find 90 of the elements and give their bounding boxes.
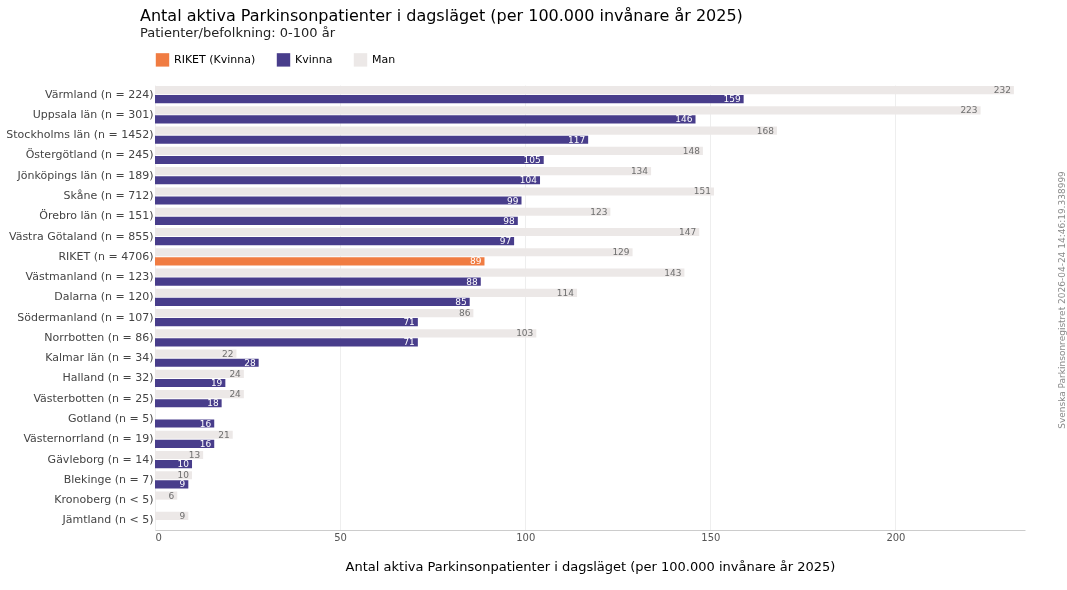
data-label: 114 [556, 287, 575, 298]
chart-subtitle: Patienter/befolkning: 0-100 år [140, 25, 336, 40]
x-tick-label: 200 [886, 531, 906, 543]
y-tick-label: Skåne (n = 712) [63, 189, 154, 202]
bar [155, 277, 481, 286]
data-label: 99 [507, 195, 519, 206]
y-tick-label: Västernorrland (n = 19) [23, 432, 154, 446]
data-label: 16 [199, 438, 212, 449]
data-label: 147 [679, 227, 697, 238]
legend-label: Man [372, 52, 396, 66]
legend-label: RIKET (Kvinna) [174, 52, 256, 66]
bar [155, 338, 418, 347]
y-tick-label: Örebro län (n = 151) [39, 209, 154, 223]
data-label: 105 [523, 154, 541, 165]
x-axis-title: Antal aktiva Parkinsonpatienter i dagsläget (per 100.000 invånare år 2025) [345, 558, 836, 574]
data-label: 71 [403, 337, 415, 348]
bar [155, 155, 544, 165]
chart-title: Antal aktiva Parkinsonpatienter i dagsläget (per 100.000 invånare år 2025) [140, 6, 743, 25]
data-label: 223 [960, 105, 978, 116]
data-label: 104 [519, 175, 538, 186]
data-label: 117 [567, 134, 586, 145]
x-tick-label: 150 [701, 531, 721, 543]
data-label: 123 [590, 206, 608, 217]
data-label: 13 [188, 450, 201, 461]
y-tick-label: Västerbotten (n = 25) [33, 391, 154, 405]
x-tick-label: 100 [516, 531, 536, 543]
data-label: 10 [177, 470, 190, 481]
data-label: 129 [612, 247, 630, 258]
bar [155, 237, 515, 246]
data-label: 159 [723, 94, 741, 105]
data-label: 98 [503, 215, 516, 226]
data-label: 148 [682, 145, 701, 156]
y-tick-label: Värmland (n = 224) [45, 87, 154, 101]
data-label: 143 [664, 267, 682, 278]
bar [155, 135, 589, 144]
data-label: 168 [756, 125, 775, 136]
y-tick-label: Gävleborg (n = 14) [47, 452, 154, 466]
y-tick-label: Dalarna (n = 120) [54, 290, 154, 304]
x-tick-label: 50 [334, 531, 347, 543]
legend-label: Kvinna [295, 52, 333, 66]
data-label: 151 [693, 186, 712, 197]
y-tick-label: Östergötland (n = 245) [25, 148, 154, 162]
y-tick-label: Västmanland (n = 123) [25, 270, 154, 284]
y-tick-label: Jönköpings län (n = 189) [16, 168, 154, 182]
data-label: 22 [221, 348, 234, 359]
y-tick-label: Kronoberg (n < 5) [54, 493, 154, 507]
y-tick-label: Blekinge (n = 7) [63, 472, 154, 486]
data-label: 9 [179, 479, 186, 490]
data-label: 232 [993, 85, 1011, 96]
data-label: 18 [207, 398, 219, 409]
bar [155, 176, 541, 185]
data-label: 19 [210, 377, 223, 388]
bar [155, 318, 418, 327]
y-tick-label: Kalmar län (n = 34) [45, 351, 154, 365]
data-label: 6 [168, 490, 175, 501]
data-label: 86 [458, 308, 471, 319]
data-label: 21 [218, 429, 230, 440]
data-label: 24 [229, 389, 242, 400]
text: Svenska Parkinsonregistret 2026-04-24 14:46:19.338999 [1057, 171, 1067, 429]
y-tick-label: Halland (n = 32) [62, 371, 154, 385]
data-label: 89 [470, 256, 482, 267]
y-tick-label: RIKET (n = 4706) [58, 249, 154, 263]
data-label: 16 [199, 418, 212, 429]
y-tick-label: Norrbotten (n = 86) [44, 330, 154, 344]
data-label: 103 [516, 328, 534, 339]
data-label: 10 [177, 459, 190, 470]
data-label: 88 [466, 276, 479, 287]
y-tick-label: Gotland (n = 5) [67, 412, 154, 425]
y-tick-label: Stockholms län (n = 1452) [6, 128, 154, 142]
bar [155, 196, 522, 205]
y-tick-label: Västra Götaland (n = 855) [8, 229, 154, 243]
data-label: 28 [244, 357, 256, 368]
x-tick-label: 0 [155, 531, 162, 543]
data-label: 134 [630, 166, 649, 177]
bar [155, 95, 744, 104]
data-label: 71 [403, 317, 415, 328]
data-label: 24 [229, 368, 242, 379]
y-tick-label: Uppsala län (n = 301) [32, 107, 154, 121]
data-label: 146 [675, 114, 693, 125]
bar [155, 419, 215, 428]
bar [155, 115, 696, 124]
y-tick-label: Södermanland (n = 107) [17, 310, 154, 324]
bar [155, 297, 470, 306]
bar [155, 257, 485, 266]
data-label: 85 [455, 296, 467, 307]
data-label: 9 [179, 510, 186, 521]
bar [155, 216, 518, 225]
bar [155, 358, 259, 367]
y-tick-label: Jämtland (n < 5) [61, 513, 154, 527]
data-label: 97 [499, 236, 512, 247]
